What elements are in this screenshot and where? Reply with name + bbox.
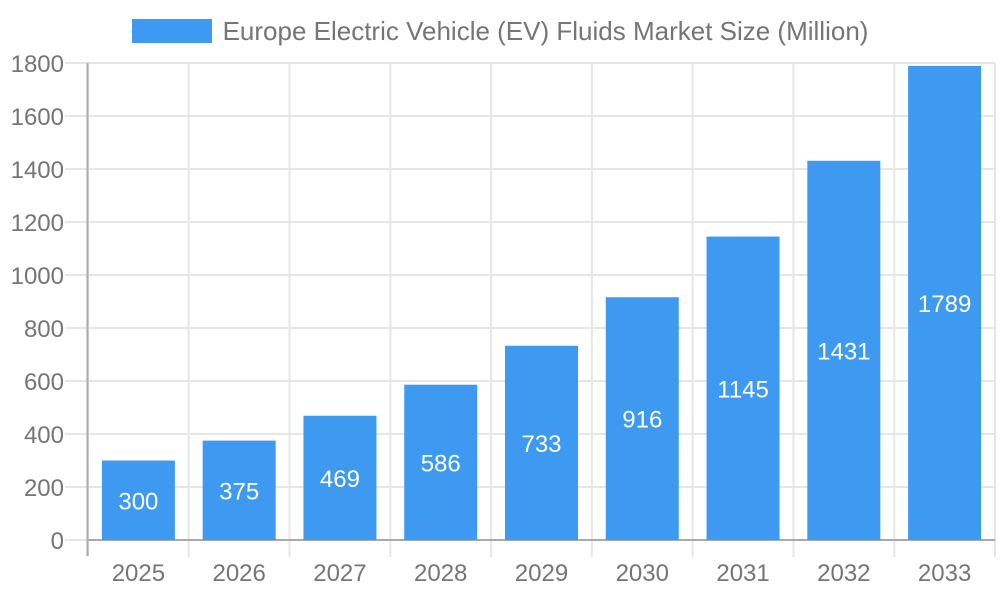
bar-value-label: 586 bbox=[421, 450, 461, 477]
bar[interactable] bbox=[505, 345, 578, 540]
y-tick-label: 400 bbox=[24, 422, 64, 449]
bar[interactable] bbox=[908, 65, 982, 540]
bar-value-label: 469 bbox=[320, 466, 360, 493]
legend-label: Europe Electric Vehicle (EV) Fluids Mark… bbox=[222, 15, 869, 46]
y-tick-label: 800 bbox=[24, 316, 64, 343]
bar-value-label: 1789 bbox=[918, 291, 971, 318]
bar[interactable] bbox=[404, 384, 478, 540]
legend-swatch bbox=[131, 19, 212, 43]
x-tick-label: 2033 bbox=[918, 560, 971, 587]
bar-value-label: 733 bbox=[521, 431, 561, 458]
bar-value-label: 300 bbox=[118, 488, 158, 515]
y-tick-label: 1000 bbox=[11, 263, 64, 290]
y-tick-label: 1800 bbox=[11, 51, 64, 78]
x-tick-label: 2030 bbox=[616, 560, 669, 587]
bar-value-label: 375 bbox=[219, 478, 259, 505]
x-tick-label: 2025 bbox=[112, 560, 165, 587]
bar[interactable] bbox=[807, 160, 881, 540]
bar[interactable] bbox=[605, 297, 679, 540]
y-tick-label: 0 bbox=[51, 528, 64, 555]
bar[interactable] bbox=[202, 440, 276, 540]
x-tick-label: 2027 bbox=[313, 560, 366, 587]
x-tick-label: 2026 bbox=[212, 560, 265, 587]
bar-value-label: 1145 bbox=[717, 376, 769, 403]
legend-item[interactable]: Europe Electric Vehicle (EV) Fluids Mark… bbox=[0, 15, 1000, 46]
y-tick-label: 1600 bbox=[11, 104, 64, 131]
bar[interactable] bbox=[303, 415, 377, 540]
x-tick-label: 2032 bbox=[817, 560, 870, 587]
bar-value-label: 1431 bbox=[817, 338, 870, 365]
y-tick-label: 200 bbox=[24, 475, 64, 502]
bar-value-label: 916 bbox=[622, 407, 662, 434]
x-tick-label: 2028 bbox=[414, 560, 467, 587]
y-tick-label: 1400 bbox=[11, 157, 64, 184]
x-tick-label: 2031 bbox=[716, 560, 769, 587]
x-tick-label: 2029 bbox=[515, 560, 568, 587]
y-tick-label: 1200 bbox=[11, 210, 64, 237]
bar[interactable] bbox=[706, 236, 780, 540]
bar[interactable] bbox=[101, 460, 175, 541]
y-tick-label: 600 bbox=[24, 369, 64, 396]
